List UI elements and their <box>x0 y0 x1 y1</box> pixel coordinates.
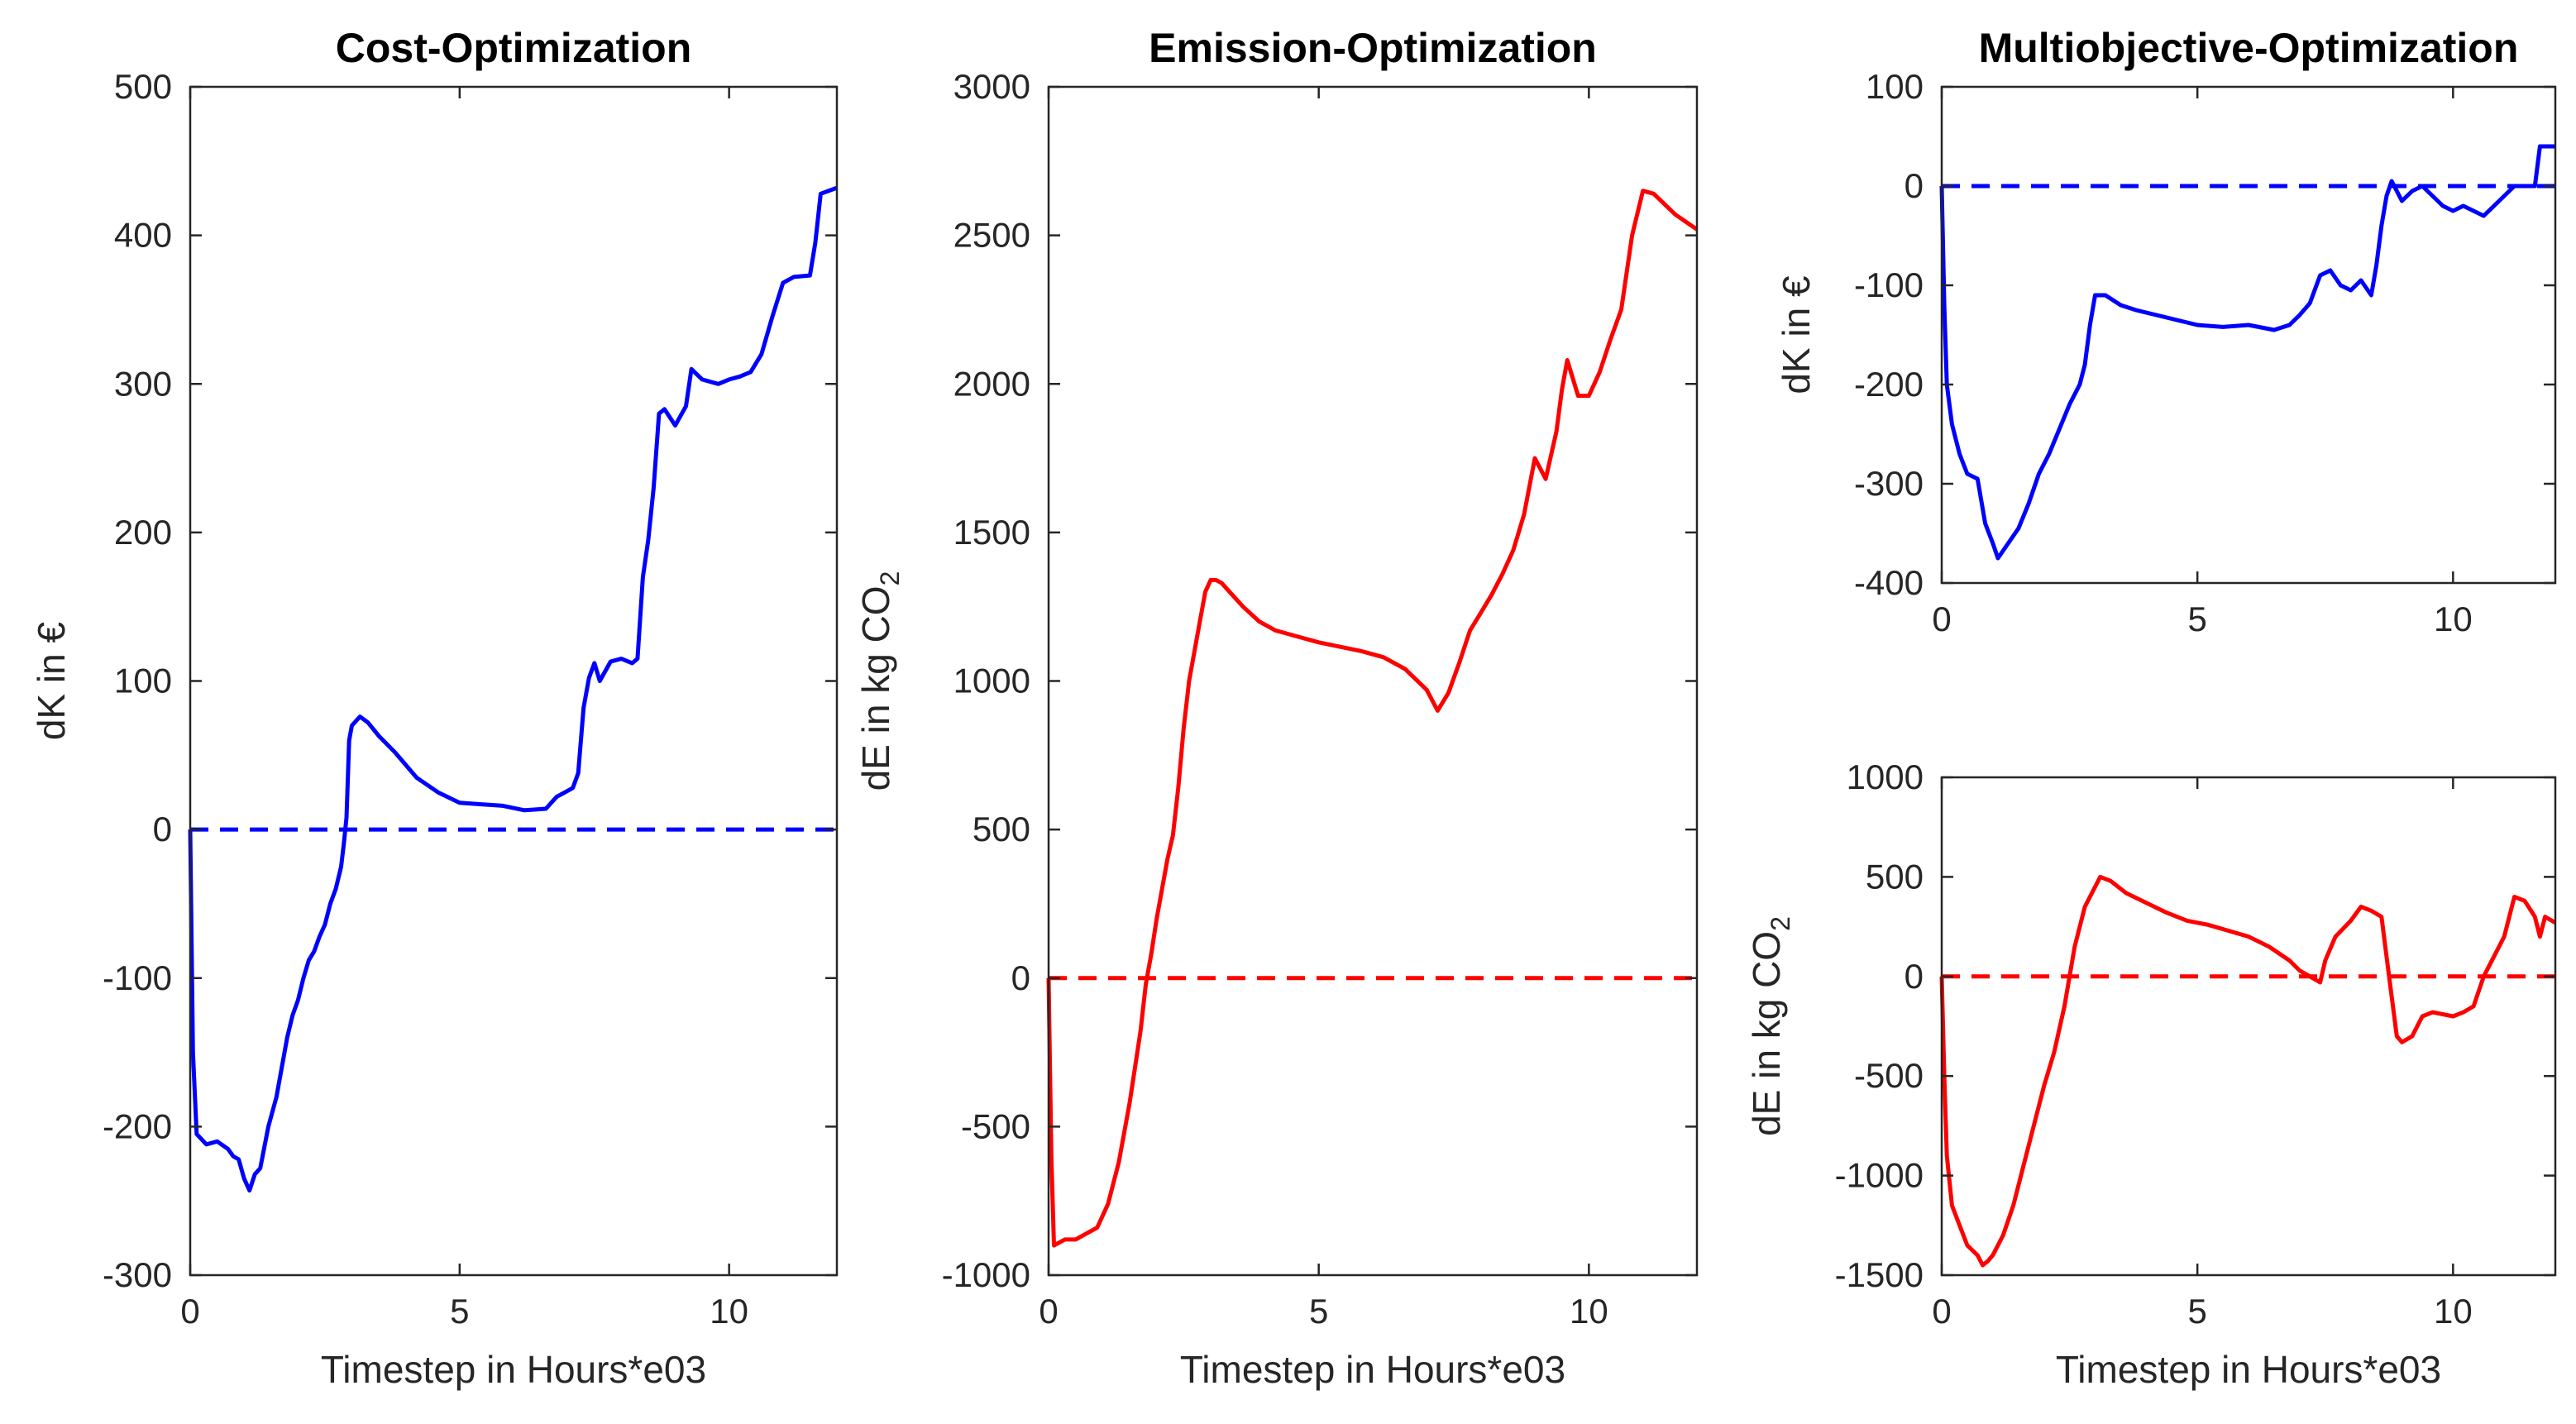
y-tick-label: -500 <box>1854 1056 1924 1095</box>
y-axis-label: dE in kg CO2 <box>1745 916 1795 1136</box>
chart-emission: -1000 -500 0 500 1000 1500 2000 2500 3000 0 5 10 Emi… <box>854 25 1699 1391</box>
y-tick-label: 0 <box>1011 958 1030 997</box>
y-axis-label: dK in € <box>1775 275 1818 394</box>
x-tick-label: 0 <box>1932 600 1951 638</box>
axes-frame <box>1047 85 1699 1277</box>
y-tick-label: -1000 <box>1835 1156 1924 1195</box>
y-tick-label: 0 <box>1905 166 1924 205</box>
y-axis-label-text: dK in € <box>30 622 73 740</box>
y-axis-label-text: dE in kg CO <box>854 585 897 791</box>
axes-frame <box>1940 776 2557 1277</box>
x-tick-label: 5 <box>2187 1292 2206 1331</box>
series-line-dK <box>1939 144 2555 561</box>
x-axis-label: Timestep in Hours*e03 <box>1180 1348 1565 1391</box>
y-tick-label: 200 <box>114 513 172 552</box>
y-axis-label: dK in € <box>30 622 73 740</box>
x-tick-label: 10 <box>2434 1292 2473 1331</box>
x-axis-label: Timestep in Hours*e03 <box>2056 1348 2441 1391</box>
y-tick-label: -1000 <box>942 1255 1030 1294</box>
x-tick-label: 10 <box>710 1292 748 1331</box>
y-tick-label: 0 <box>1905 957 1924 996</box>
y-tick-label: 500 <box>1866 857 1924 896</box>
y-tick-label: 500 <box>114 67 172 106</box>
chart-multi-emission: -1500 -1000 -500 0 500 1000 0 5 10 Timestep in Ho… <box>1745 757 2557 1391</box>
chart-title: Cost-Optimization <box>336 25 692 71</box>
y-tick-label: -100 <box>103 958 172 997</box>
y-tick-label: -300 <box>1854 464 1924 503</box>
x-tick-label: 0 <box>1932 1292 1951 1331</box>
y-tick-label: 2000 <box>953 364 1030 403</box>
y-axis-label: dE in kg CO2 <box>854 571 905 791</box>
y-tick-label: 400 <box>114 216 172 255</box>
axes-frame <box>189 85 839 1277</box>
axes-frame <box>1940 85 2557 585</box>
chart-multi-cost: -400 -300 -200 -100 0 100 0 5 10 Multiobjective-O… <box>1775 25 2557 638</box>
y-tick-label: 1000 <box>953 662 1030 700</box>
chart-title: Emission-Optimization <box>1149 25 1597 71</box>
x-tick-label: 10 <box>1570 1292 1608 1331</box>
series-line-dE <box>1939 874 2557 1268</box>
x-tick-label: 5 <box>450 1292 469 1331</box>
y-axis-label-subscript: 2 <box>1766 916 1795 931</box>
x-axis-label: Timestep in Hours*e03 <box>321 1348 706 1391</box>
y-axis-label-text: dE in kg CO <box>1745 931 1788 1136</box>
y-axis-label-text: dK in € <box>1775 275 1818 394</box>
series-line-dE <box>1046 189 1699 1248</box>
y-tick-label: -300 <box>103 1255 172 1294</box>
chart-title: Multiobjective-Optimization <box>1979 25 2519 71</box>
x-tick-label: 0 <box>180 1292 199 1331</box>
y-axis-label-subscript: 2 <box>875 571 905 586</box>
y-tick-label: 100 <box>1866 67 1924 106</box>
y-tick-label: -100 <box>1854 265 1924 304</box>
y-tick-label: -200 <box>103 1106 172 1145</box>
y-tick-label: 500 <box>973 810 1030 848</box>
y-tick-label: -1500 <box>1835 1255 1924 1294</box>
y-tick-label: 100 <box>114 662 172 700</box>
x-tick-label: 5 <box>2187 600 2206 638</box>
y-tick-label: 2500 <box>953 216 1030 255</box>
y-tick-label: -400 <box>1854 563 1924 602</box>
y-tick-label: 3000 <box>953 67 1030 106</box>
series-line-dK <box>188 185 838 1193</box>
y-tick-label: 300 <box>114 364 172 403</box>
x-tick-label: 10 <box>2434 600 2473 638</box>
y-tick-label: 1000 <box>1847 757 1924 796</box>
y-tick-label: -500 <box>961 1106 1030 1145</box>
x-tick-label: 0 <box>1039 1292 1058 1331</box>
y-tick-label: 0 <box>153 810 172 848</box>
y-tick-label: -200 <box>1854 365 1924 404</box>
x-tick-label: 5 <box>1309 1292 1328 1331</box>
chart-cost: -300 -200 -100 0 100 200 300 400 500 0 5 10 Cost-Opt… <box>30 25 839 1391</box>
y-tick-label: 1500 <box>953 513 1030 552</box>
